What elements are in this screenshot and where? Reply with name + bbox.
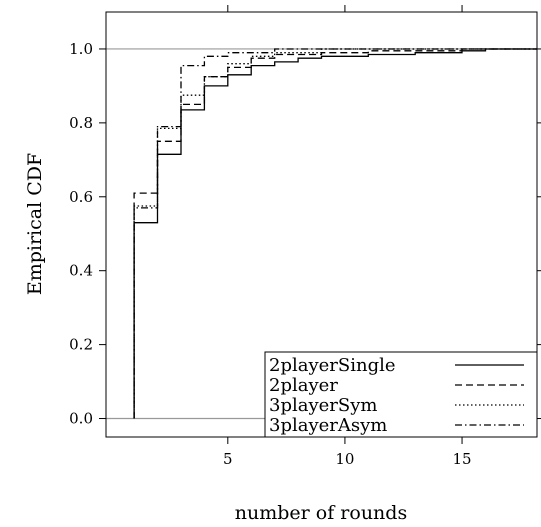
series-layer <box>133 48 537 419</box>
y-tick-label: 0.2 <box>69 336 93 354</box>
x-tick-label: 15 <box>452 450 471 468</box>
legend-label-3playerSym: 3playerSym <box>269 395 377 416</box>
legend-label-2playerSingle: 2playerSingle <box>269 355 396 376</box>
legend-label-2player: 2player <box>269 375 338 396</box>
series-line-3playerAsym <box>133 48 537 419</box>
y-axis-title: Empirical CDF <box>24 153 46 295</box>
legend-label-3playerAsym: 3playerAsym <box>269 415 387 436</box>
y-tick-label: 0.4 <box>69 262 93 280</box>
x-axis-title: number of rounds <box>235 502 407 524</box>
legend-box <box>264 351 538 438</box>
y-tick-label: 1.0 <box>69 40 93 58</box>
y-tick-label: 0.8 <box>69 114 93 132</box>
y-tick-label: 0.0 <box>69 410 93 428</box>
x-tick-label: 10 <box>335 450 354 468</box>
y-tick-label: 0.6 <box>69 188 93 206</box>
legend: 2playerSingle2player3playerSym3playerAsy… <box>264 351 538 438</box>
series-line-2player <box>133 48 537 419</box>
x-tick-label: 5 <box>223 450 233 468</box>
axes-layer: 5 10 15 0.0 0.2 0.4 0.6 0.8 1.0 <box>69 5 541 468</box>
